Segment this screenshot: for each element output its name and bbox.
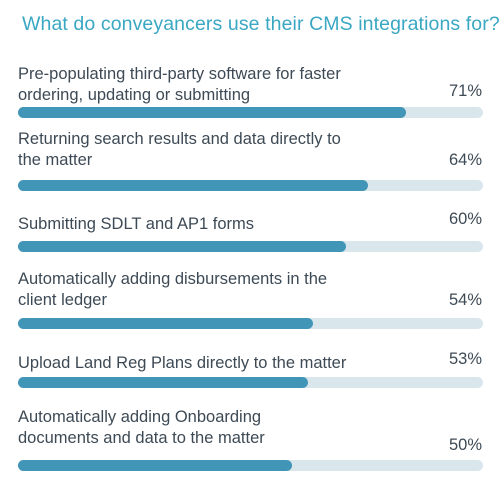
bar-category-label: Submitting SDLT and AP1 forms	[18, 214, 418, 235]
bar-track	[18, 318, 483, 329]
bar-category-label-line: client ledger	[18, 291, 107, 309]
bar-track	[18, 460, 483, 471]
bar	[18, 377, 308, 388]
bar-category-label-line: the matter	[18, 151, 93, 169]
bar-category-label: Automatically adding Onboarding documents…	[18, 407, 418, 449]
bar-track	[18, 241, 483, 252]
bar	[18, 180, 368, 191]
bar-category-label-line: Upload Land Reg Plans directly to the ma…	[18, 354, 347, 372]
bar-value-label: 50%	[448, 436, 482, 454]
bar-track	[18, 107, 483, 118]
chart-title: What do conveyancers use their CMS integ…	[22, 13, 500, 35]
bar-value-label: 71%	[448, 82, 482, 100]
bar-category-label-line: documents and data to the matter	[18, 429, 265, 447]
bar-category-label-line: Pre-populating third-party software for …	[18, 65, 341, 83]
bar-value-label: 53%	[448, 350, 482, 368]
bar	[18, 241, 346, 252]
bar-value-label: 64%	[448, 151, 482, 169]
bar	[18, 107, 406, 118]
bar-category-label-line: Automatically adding disbursements in th…	[18, 270, 328, 288]
bar-value-label: 60%	[448, 210, 482, 228]
bar-category-label: Returning search results and data direct…	[18, 129, 418, 171]
bar-category-label: Automatically adding disbursements in th…	[18, 269, 418, 311]
bar-track	[18, 180, 483, 191]
bar-category-label-line: Automatically adding Onboarding	[18, 408, 262, 426]
bar	[18, 460, 292, 471]
bar-category-label: Upload Land Reg Plans directly to the ma…	[18, 353, 418, 374]
bar-track	[18, 377, 483, 388]
bar-value-label: 54%	[448, 291, 482, 309]
bar-category-label-line: Submitting SDLT and AP1 forms	[18, 215, 255, 233]
bar-category-label-line: ordering, updating or submitting	[18, 86, 251, 104]
bar	[18, 318, 313, 329]
bar-category-label: Pre-populating third-party software for …	[18, 64, 418, 106]
bar-category-label-line: Returning search results and data direct…	[18, 130, 341, 148]
